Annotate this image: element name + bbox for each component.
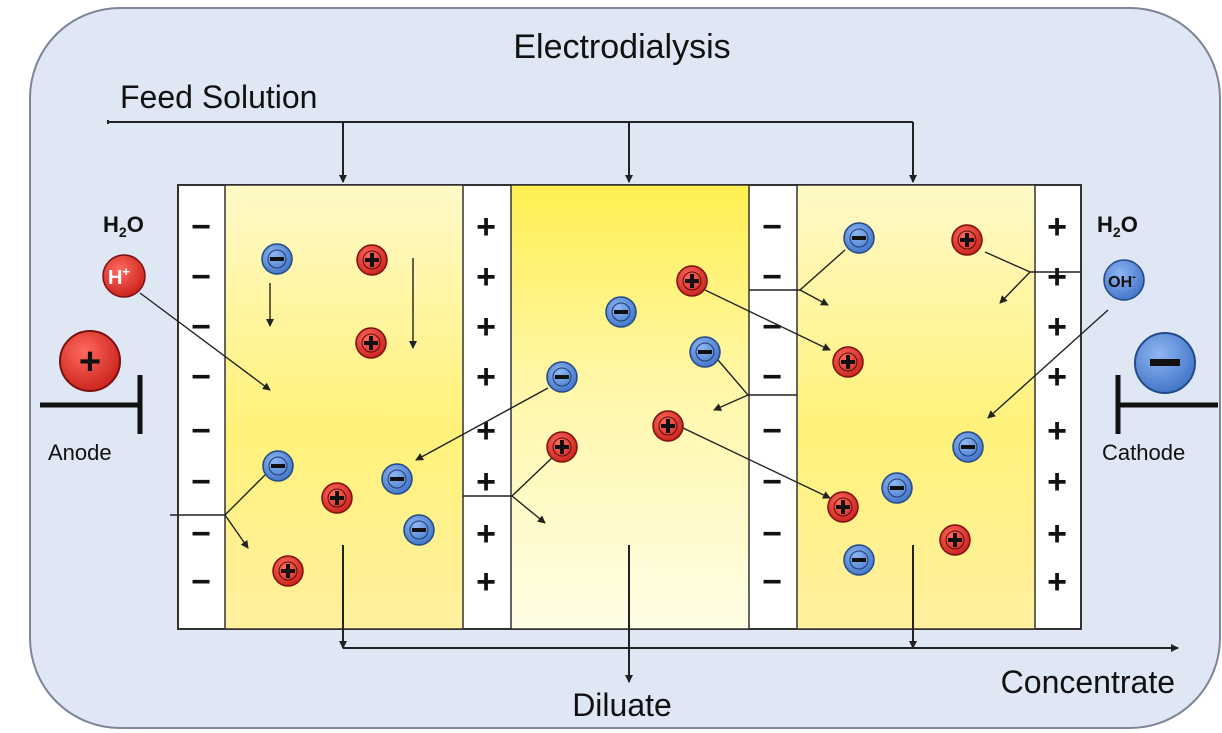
membrane-sign: + [1047,515,1067,553]
membrane-sign: + [476,358,496,396]
plus-circle-icon [273,556,303,586]
plus-circle-icon [828,492,858,522]
membrane-sign: − [762,308,782,346]
minus-circle-icon [690,337,720,367]
diluate-label: Diluate [572,687,672,723]
plus-circle-icon [357,245,387,275]
plus-circle-icon [940,525,970,555]
plus-circle-icon [356,328,386,358]
svg-text:+: + [79,341,101,383]
membrane-sign: − [191,208,211,246]
membrane-sign: − [191,358,211,396]
membrane-sign: − [191,463,211,501]
membrane-sign: + [1047,563,1067,601]
plus-circle-icon [653,411,683,441]
membrane-sign: + [476,258,496,296]
feed-solution-label: Feed Solution [120,79,317,115]
membrane-sign: − [762,358,782,396]
membrane-sign: + [1047,308,1067,346]
membrane-sign: + [476,563,496,601]
minus-circle-icon [953,432,983,462]
plus-circle-icon [547,432,577,462]
membrane-sign: − [191,563,211,601]
minus-circle-icon [404,515,434,545]
svg-text:OH-: OH- [1108,271,1136,291]
membrane-sign: + [1047,358,1067,396]
membrane-sign: + [1047,463,1067,501]
plus-circle-icon [833,347,863,377]
plus-circle-icon [952,225,982,255]
membrane-sign: + [476,208,496,246]
anode-label: Anode [48,440,112,465]
minus-circle-icon [547,362,577,392]
minus-circle-icon [262,244,292,274]
concentrate-label: Concentrate [1001,664,1175,700]
membrane-sign: + [1047,258,1067,296]
membrane-sign: − [191,308,211,346]
membrane-sign: − [762,515,782,553]
plus-circle-icon [322,483,352,513]
minus-circle-icon [263,451,293,481]
membrane-sign: − [762,208,782,246]
minus-circle-icon [882,473,912,503]
membrane-sign: + [476,515,496,553]
membrane-sign: − [762,412,782,450]
cathode-label: Cathode [1102,440,1185,465]
membrane-sign: − [191,258,211,296]
minus-circle-icon [606,297,636,327]
membrane-sign: − [762,563,782,601]
minus-circle-icon [382,464,412,494]
membrane-sign: + [1047,412,1067,450]
membrane-sign: − [191,412,211,450]
minus-circle-icon [844,223,874,253]
membrane-sign: − [762,463,782,501]
membrane-sign: + [476,308,496,346]
diagram-title: Electrodialysis [513,28,730,66]
minus-circle-icon [844,545,874,575]
membrane-sign: + [1047,208,1067,246]
plus-circle-icon [677,266,707,296]
membrane-sign: − [191,515,211,553]
